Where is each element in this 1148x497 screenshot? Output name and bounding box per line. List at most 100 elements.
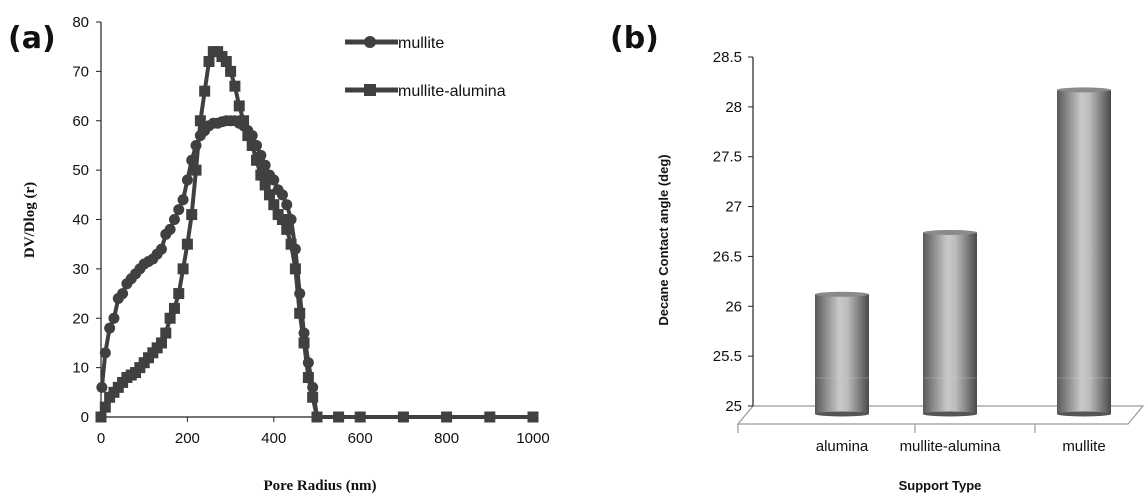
data-point-mullite-alumina bbox=[194, 115, 206, 127]
legend-marker-mullite bbox=[364, 36, 376, 48]
data-point-mullite bbox=[173, 204, 185, 216]
y-tick-label: 28 bbox=[725, 99, 742, 116]
y-tick-label: 70 bbox=[72, 63, 89, 80]
data-point-mullite-alumina bbox=[289, 263, 301, 275]
data-point-mullite bbox=[96, 381, 108, 393]
x-tick-label: 1000 bbox=[516, 430, 549, 447]
data-point-mullite bbox=[181, 174, 193, 186]
y-tick-label: 25.5 bbox=[713, 348, 742, 365]
y-tick-label: 80 bbox=[72, 14, 89, 31]
chart-b-bars bbox=[815, 87, 1111, 417]
data-point-mullite-alumina bbox=[229, 80, 241, 92]
chart-b-x-title: Support Type bbox=[899, 478, 982, 493]
data-point-mullite-alumina bbox=[441, 411, 453, 423]
x-tick-label: 0 bbox=[97, 430, 105, 447]
data-point-mullite-alumina bbox=[281, 223, 293, 235]
data-point-mullite-alumina bbox=[255, 169, 267, 181]
data-point-mullite bbox=[177, 194, 189, 206]
y-tick-label: 40 bbox=[72, 212, 89, 229]
chart-b-floor bbox=[736, 405, 1145, 433]
y-tick-label: 27 bbox=[725, 199, 742, 216]
data-point-mullite-alumina bbox=[276, 214, 288, 225]
data-point-mullite-alumina bbox=[311, 411, 323, 423]
data-point-mullite-alumina bbox=[160, 327, 172, 339]
data-point-mullite-alumina bbox=[298, 337, 310, 349]
data-point-mullite-alumina bbox=[155, 337, 167, 349]
data-point-mullite bbox=[99, 347, 111, 359]
data-point-mullite bbox=[268, 174, 280, 186]
legend-marker-mullite-alumina bbox=[364, 84, 376, 96]
y-tick-label: 0 bbox=[81, 409, 89, 426]
chart-b-y-title: Decane Contact angle (deg) bbox=[656, 154, 671, 325]
data-point-mullite-alumina bbox=[238, 115, 250, 127]
data-point-mullite-alumina bbox=[203, 56, 215, 67]
data-point-mullite bbox=[186, 154, 198, 166]
data-point-mullite-alumina bbox=[246, 139, 258, 151]
chart-a-y-ticks: 0 10 20 30 40 50 60 70 80 bbox=[72, 14, 101, 426]
data-point-mullite-alumina bbox=[294, 307, 306, 319]
data-point-mullite bbox=[276, 189, 288, 201]
data-point-mullite bbox=[104, 322, 116, 334]
bar-alumina bbox=[815, 291, 869, 417]
y-tick-label: 26 bbox=[725, 298, 742, 315]
data-point-mullite-alumina bbox=[164, 312, 176, 324]
data-point-mullite bbox=[108, 312, 120, 324]
data-point-mullite bbox=[259, 159, 271, 171]
data-point-mullite-alumina bbox=[177, 263, 189, 275]
x-tick-label: mullite-alumina bbox=[900, 438, 1002, 455]
bar-mullite-alumina bbox=[923, 229, 977, 417]
y-tick-label: 25 bbox=[725, 398, 742, 415]
x-tick-label: 800 bbox=[434, 430, 459, 447]
data-point-mullite-alumina bbox=[397, 411, 409, 423]
panel-label-b: (b) bbox=[610, 21, 659, 56]
data-point-mullite-alumina bbox=[199, 85, 211, 97]
data-point-mullite-alumina bbox=[354, 411, 366, 423]
panel-label-a: (a) bbox=[8, 21, 56, 56]
y-tick-label: 10 bbox=[72, 360, 89, 377]
data-point-mullite bbox=[164, 223, 176, 235]
chart-b-y-ticks: 25 25.5 26 26.5 27 27.5 28 28.5 bbox=[713, 49, 753, 415]
data-point-mullite-alumina bbox=[251, 154, 263, 166]
data-point-mullite-alumina bbox=[527, 411, 539, 423]
data-point-mullite-alumina bbox=[302, 372, 314, 383]
chart-a-legend: mullite mullite-alumina bbox=[345, 35, 506, 100]
data-point-mullite-alumina bbox=[99, 401, 111, 413]
x-tick-label: 600 bbox=[348, 430, 373, 447]
data-point-mullite-alumina bbox=[259, 179, 271, 191]
chart-a-series bbox=[95, 46, 539, 423]
data-point-mullite-alumina bbox=[190, 164, 202, 176]
data-point-mullite-alumina bbox=[168, 302, 180, 314]
y-tick-label: 30 bbox=[72, 261, 89, 278]
data-point-mullite-alumina bbox=[186, 209, 198, 221]
chart-a-x-ticks: 0 200 400 600 800 1000 bbox=[97, 417, 550, 447]
data-point-mullite-alumina bbox=[220, 56, 232, 67]
legend-label-mullite: mullite bbox=[398, 35, 444, 52]
data-point-mullite-alumina bbox=[225, 65, 237, 77]
y-tick-label: 60 bbox=[72, 113, 89, 130]
chart-a-x-title: Pore Radius (nm) bbox=[263, 478, 376, 494]
x-tick-label: 200 bbox=[175, 430, 200, 447]
data-point-mullite-alumina bbox=[268, 199, 280, 211]
x-tick-label: alumina bbox=[816, 438, 869, 455]
data-point-mullite bbox=[281, 199, 293, 211]
data-point-mullite bbox=[117, 288, 129, 300]
data-point-mullite-alumina bbox=[181, 238, 193, 250]
data-point-mullite bbox=[155, 243, 167, 255]
data-point-mullite-alumina bbox=[333, 411, 345, 423]
data-point-mullite-alumina bbox=[484, 411, 496, 423]
data-point-mullite bbox=[285, 214, 297, 225]
chart-a-y-title: DV/Dlog (r) bbox=[22, 182, 38, 258]
y-tick-label: 27.5 bbox=[713, 149, 742, 166]
chart-b: (b) 25 25.5 26 26.5 27 27.5 28 28.5 alumina mull… bbox=[610, 21, 1145, 493]
x-tick-label: 400 bbox=[261, 430, 286, 447]
chart-b-x-ticks: alumina mullite-alumina mullite bbox=[816, 438, 1106, 455]
data-point-mullite-alumina bbox=[307, 391, 319, 403]
data-point-mullite-alumina bbox=[95, 411, 107, 423]
data-point-mullite-alumina bbox=[173, 288, 185, 300]
y-tick-label: 50 bbox=[72, 162, 89, 179]
y-tick-label: 28.5 bbox=[713, 49, 742, 66]
y-tick-label: 20 bbox=[72, 310, 89, 327]
data-point-mullite-alumina bbox=[242, 130, 254, 142]
legend-label-mullite-alumina: mullite-alumina bbox=[398, 83, 506, 100]
